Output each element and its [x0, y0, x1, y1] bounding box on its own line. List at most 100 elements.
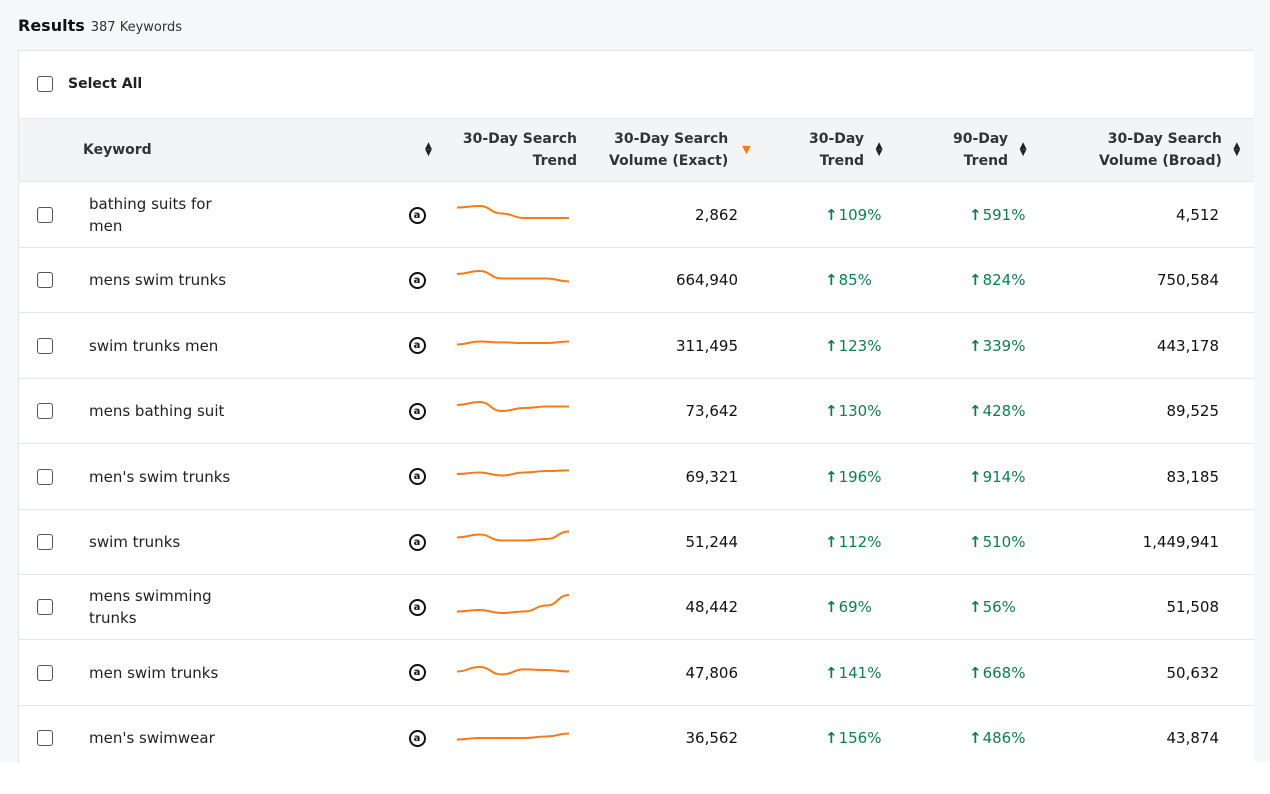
row-checkbox[interactable] [37, 534, 53, 550]
column-label-search-trend-2: Trend [532, 153, 577, 169]
row-checkbox[interactable] [37, 730, 53, 747]
column-label-trend-30-1: 30-Day [809, 131, 865, 147]
amazon-link[interactable]: a [407, 183, 427, 247]
trend-90-value: 56% [982, 598, 1016, 617]
column-header-trend-90[interactable]: 90-Day Trend ▲ ▼ [953, 119, 1063, 181]
results-header: Results 387 Keywords [18, 16, 182, 40]
sparkline-svg [457, 594, 569, 615]
arrow-up-icon: ↑ [825, 402, 838, 421]
results-count: 387 Keywords [90, 20, 182, 35]
row-checkbox[interactable] [37, 272, 53, 289]
row-checkbox[interactable] [37, 468, 53, 485]
row-checkbox[interactable] [37, 599, 53, 616]
column-header-trend-30[interactable]: 30-Day Trend ▲ ▼ [809, 119, 919, 181]
arrow-up-icon: ↑ [825, 729, 838, 748]
keyword-cell[interactable]: mens bathing suit [89, 379, 249, 443]
amazon-icon[interactable]: a [408, 664, 426, 682]
table-row[interactable]: mens bathing suit a 73,642 ↑ 130% ↑ 428% 89,525 [19, 379, 1255, 445]
page-edge [1254, 50, 1270, 762]
table-row[interactable]: men's swim trunks a 69,321 ↑ 196% ↑ 914% 83,185 [19, 445, 1255, 510]
trend-90-cell: ↑ 339% [969, 314, 1059, 378]
table-row[interactable]: men's swimwear a 36,562 ↑ 156% ↑ 486% 43,874 [19, 706, 1255, 763]
amazon-link[interactable]: a [407, 379, 427, 443]
amazon-icon[interactable]: a [408, 598, 426, 616]
sparkline-svg [457, 665, 569, 676]
trend-30-cell: ↑ 112% [825, 510, 915, 574]
sparkline [457, 314, 569, 378]
arrow-up-icon: ↑ [969, 336, 982, 355]
row-checkbox[interactable] [37, 664, 53, 681]
column-label-keyword: Keyword [83, 142, 152, 158]
keyword-cell[interactable]: mens swim trunks [89, 248, 249, 312]
trend-90-value: 668% [982, 663, 1026, 682]
volume-exact-value: 2,862 [695, 206, 738, 224]
volume-exact-cell: 2,862 [619, 183, 738, 247]
column-header-keyword[interactable]: Keyword [83, 119, 423, 181]
column-label-volume-broad-2: Volume (Broad) [1099, 153, 1222, 169]
amazon-icon[interactable]: a [408, 337, 426, 355]
table-row[interactable]: men swim trunks a 47,806 ↑ 141% ↑ 668% 50,632 [19, 641, 1255, 706]
keyword-cell[interactable]: bathing suits for men [89, 183, 249, 247]
trend-30-value: 85% [838, 271, 872, 290]
amazon-link[interactable]: a [407, 575, 427, 639]
table-row[interactable]: mens swimming trunks a 48,442 ↑ 69% ↑ 56% 51,50… [19, 575, 1255, 641]
sparkline [457, 575, 569, 639]
keyword-cell[interactable]: men's swim trunks [89, 445, 249, 509]
trend-90-value: 510% [982, 533, 1026, 551]
arrow-up-icon: ↑ [825, 336, 838, 355]
amazon-link[interactable]: a [407, 641, 427, 705]
amazon-link[interactable]: a [407, 445, 427, 509]
amazon-link[interactable]: a [407, 510, 427, 574]
sort-both-icon[interactable]: ▲ ▼ [1019, 141, 1027, 158]
arrow-up-icon: ↑ [969, 402, 982, 421]
keyword-cell[interactable]: swim trunks men [89, 314, 249, 378]
column-header-volume-broad[interactable]: 30-Day Search Volume (Broad) ▲ ▼ [1099, 119, 1253, 181]
amazon-icon[interactable]: a [408, 533, 426, 551]
row-checkbox[interactable] [37, 337, 53, 354]
keyword-cell[interactable]: swim trunks [89, 510, 249, 574]
select-all-checkbox[interactable] [37, 76, 53, 92]
volume-exact-value: 48,442 [685, 598, 739, 617]
amazon-link[interactable]: a [407, 706, 427, 763]
volume-broad-value: 750,584 [1156, 271, 1219, 290]
row-checkbox[interactable] [37, 403, 53, 420]
trend-30-cell: ↑ 109% [825, 183, 915, 247]
amazon-icon[interactable]: a [408, 729, 426, 747]
keyword-cell[interactable]: men's swimwear [89, 706, 249, 763]
sort-desc-icon[interactable]: ▼ [742, 143, 751, 156]
trend-30-cell: ↑ 123% [825, 314, 915, 378]
column-label-trend-90-1: 90-Day [953, 131, 1009, 147]
keyword-sort-control[interactable]: ▲ ▼ [415, 119, 432, 181]
amazon-icon[interactable]: a [408, 468, 426, 486]
table-row[interactable]: bathing suits for men a 2,862 ↑ 109% ↑ 591% 4,5… [19, 183, 1255, 248]
sort-both-icon[interactable]: ▲ ▼ [1233, 141, 1241, 158]
column-label-search-trend-1: 30-Day Search [462, 131, 577, 147]
sparkline-path [457, 530, 569, 542]
volume-exact-cell: 48,442 [619, 575, 739, 639]
amazon-icon[interactable]: a [408, 271, 426, 289]
amazon-link[interactable]: a [407, 248, 427, 312]
arrow-up-icon: ↑ [969, 206, 982, 224]
trend-30-cell: ↑ 85% [825, 248, 915, 312]
table-row[interactable]: mens swim trunks a 664,940 ↑ 85% ↑ 824% 750,584 [19, 248, 1255, 314]
sort-both-icon[interactable]: ▲ ▼ [425, 141, 432, 158]
volume-exact-cell: 311,495 [619, 314, 738, 378]
sparkline-svg [457, 204, 569, 219]
keyword-cell[interactable]: men swim trunks [89, 641, 249, 705]
amazon-icon[interactable]: a [408, 206, 426, 224]
amazon-icon[interactable]: a [408, 402, 426, 420]
row-checkbox[interactable] [37, 207, 53, 223]
select-all-label[interactable]: Select All [68, 76, 143, 92]
table-row[interactable]: swim trunks a 51,244 ↑ 112% ↑ 510% 1,449,941 [19, 510, 1255, 575]
arrow-up-icon: ↑ [969, 271, 982, 290]
table-row[interactable]: swim trunks men a 311,495 ↑ 123% ↑ 339% 443,178 [19, 314, 1255, 379]
amazon-link[interactable]: a [407, 314, 427, 378]
table-header: Keyword ▲ ▼ 30-Day Search Trend 30-Day Sea… [19, 118, 1255, 182]
keyword-cell[interactable]: mens swimming trunks [89, 575, 249, 639]
sparkline [457, 706, 569, 763]
volume-exact-value: 311,495 [675, 336, 738, 355]
sort-both-icon[interactable]: ▲ ▼ [875, 141, 883, 158]
keyword-text: swim trunks [89, 533, 181, 551]
column-header-volume-exact[interactable]: 30-Day Search Volume (Exact) ▼ [609, 119, 769, 181]
sparkline-svg [457, 340, 569, 346]
